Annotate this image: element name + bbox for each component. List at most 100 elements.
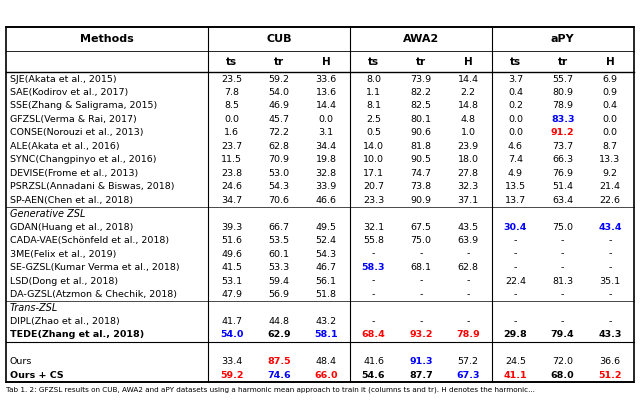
Text: 82.2: 82.2 [410,88,431,97]
Text: CONSE(Norouzi et al., 2013): CONSE(Norouzi et al., 2013) [10,128,143,138]
Text: 68.1: 68.1 [410,263,431,272]
Text: 52.4: 52.4 [316,236,337,245]
Text: SE-GZSL(Kumar Verma et al., 2018): SE-GZSL(Kumar Verma et al., 2018) [10,263,179,272]
Text: 1.0: 1.0 [461,128,476,138]
Text: 67.5: 67.5 [410,223,431,232]
Text: 6.9: 6.9 [602,74,618,83]
Text: 91.2: 91.2 [551,128,575,138]
Text: 90.9: 90.9 [410,196,431,205]
Text: 14.4: 14.4 [316,102,337,110]
Text: 0.0: 0.0 [508,128,523,138]
Text: 53.1: 53.1 [221,277,242,285]
Text: -: - [608,317,612,326]
Text: 83.3: 83.3 [551,115,575,124]
Text: 32.1: 32.1 [363,223,384,232]
Text: 49.6: 49.6 [221,249,242,259]
Text: 72.2: 72.2 [268,128,289,138]
Text: 70.9: 70.9 [268,155,289,164]
Text: 13.3: 13.3 [599,155,621,164]
Text: 59.4: 59.4 [268,277,289,285]
Text: 43.5: 43.5 [458,223,479,232]
Text: SJE(Akata et al., 2015): SJE(Akata et al., 2015) [10,74,116,83]
Text: 33.6: 33.6 [316,74,337,83]
Text: tr: tr [416,57,426,66]
Text: -: - [561,236,564,245]
Text: 22.6: 22.6 [600,196,620,205]
Text: 58.3: 58.3 [362,263,385,272]
Text: Trans-ZSL: Trans-ZSL [10,303,58,313]
Text: 0.0: 0.0 [602,115,618,124]
Text: 29.8: 29.8 [504,330,527,339]
Text: 90.5: 90.5 [410,155,431,164]
Text: 0.5: 0.5 [366,128,381,138]
Text: GDAN(Huang et al., 2018): GDAN(Huang et al., 2018) [10,223,133,232]
Text: 0.0: 0.0 [602,128,618,138]
Text: 32.3: 32.3 [458,182,479,191]
Text: 32.8: 32.8 [316,169,337,178]
Text: 7.8: 7.8 [224,88,239,97]
Text: -: - [561,249,564,259]
Text: 63.4: 63.4 [552,196,573,205]
Text: 35.1: 35.1 [600,277,621,285]
Text: 46.6: 46.6 [316,196,337,205]
Text: 8.0: 8.0 [366,74,381,83]
Text: 23.5: 23.5 [221,74,242,83]
Text: -: - [608,263,612,272]
Text: ts: ts [226,57,237,66]
Text: 75.0: 75.0 [552,223,573,232]
Text: 0.0: 0.0 [224,115,239,124]
Text: 13.6: 13.6 [316,88,337,97]
Text: -: - [561,290,564,299]
Text: tr: tr [557,57,568,66]
Text: 34.7: 34.7 [221,196,242,205]
Text: -: - [467,249,470,259]
Text: 0.9: 0.9 [602,88,618,97]
Text: H: H [605,57,614,66]
Text: -: - [372,317,375,326]
Text: 39.3: 39.3 [221,223,243,232]
Text: LSD(Dong et al., 2018): LSD(Dong et al., 2018) [10,277,118,285]
Text: 51.2: 51.2 [598,371,621,380]
Text: 41.1: 41.1 [504,371,527,380]
Text: -: - [561,317,564,326]
Text: 53.3: 53.3 [268,263,289,272]
Text: Tab 1. 2: GFZSL results on CUB, AWA2 and aPY datasets using a harmonic mean appr: Tab 1. 2: GFZSL results on CUB, AWA2 and… [6,386,535,393]
Text: 70.6: 70.6 [268,196,289,205]
Text: H: H [464,57,472,66]
Text: 8.7: 8.7 [602,142,618,151]
Text: -: - [514,249,517,259]
Text: 23.8: 23.8 [221,169,242,178]
Text: 41.5: 41.5 [221,263,242,272]
Text: 79.4: 79.4 [551,330,575,339]
Text: 22.4: 22.4 [505,277,526,285]
Text: -: - [372,249,375,259]
Text: 14.8: 14.8 [458,102,479,110]
Text: 60.1: 60.1 [268,249,289,259]
Text: -: - [419,249,422,259]
Text: 8.5: 8.5 [224,102,239,110]
Text: 17.1: 17.1 [363,169,384,178]
Text: 91.3: 91.3 [409,357,433,366]
Text: 14.0: 14.0 [363,142,384,151]
Text: 11.5: 11.5 [221,155,242,164]
Text: 73.7: 73.7 [552,142,573,151]
Text: 66.3: 66.3 [552,155,573,164]
Text: 33.9: 33.9 [316,182,337,191]
Text: 3.1: 3.1 [319,128,334,138]
Text: 53.5: 53.5 [268,236,289,245]
Text: -: - [467,290,470,299]
Text: -: - [419,277,422,285]
Text: 3.7: 3.7 [508,74,523,83]
Text: 4.8: 4.8 [461,115,476,124]
Text: 27.8: 27.8 [458,169,479,178]
Text: -: - [514,317,517,326]
Text: 75.0: 75.0 [410,236,431,245]
Text: -: - [608,236,612,245]
Text: aPY: aPY [551,34,575,44]
Text: 51.8: 51.8 [316,290,337,299]
Text: TEDE(Zhang et al., 2018): TEDE(Zhang et al., 2018) [10,330,144,339]
Text: 51.4: 51.4 [552,182,573,191]
Text: 62.8: 62.8 [268,142,289,151]
Text: 34.4: 34.4 [316,142,337,151]
Text: 59.2: 59.2 [268,74,289,83]
